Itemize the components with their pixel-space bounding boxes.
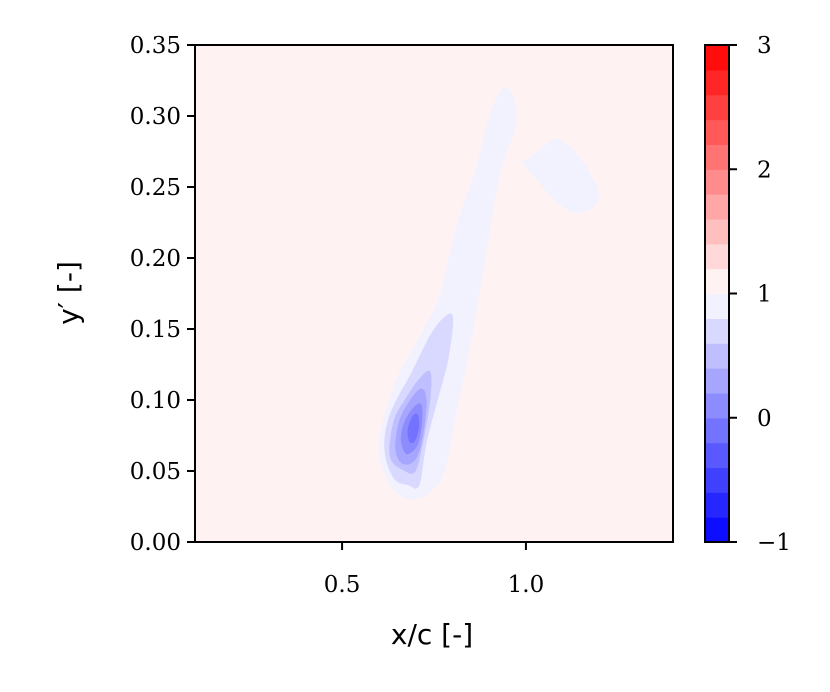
colorbar-segment <box>705 194 729 220</box>
contour-regions <box>378 87 600 500</box>
y-tick-label: 0.35 <box>130 33 181 59</box>
y-tick-label: 0.15 <box>130 317 181 343</box>
colorbar-segment <box>705 169 729 195</box>
y-tick-label: 0.00 <box>130 530 181 556</box>
x-tick-label: 0.5 <box>324 572 361 598</box>
x-tick-label: 1.0 <box>508 572 545 598</box>
colorbar-segment <box>705 517 729 543</box>
colorbar-segment <box>705 368 729 394</box>
colorbar-segment <box>705 218 729 245</box>
colorbar-segment <box>705 318 729 344</box>
y-tick-label: 0.05 <box>130 459 181 485</box>
colorbar-segment <box>705 392 729 419</box>
y-tick-label: 0.10 <box>130 388 181 414</box>
x-axis-label: x/c [-] <box>391 618 473 651</box>
colorbar-segment <box>705 144 729 170</box>
colorbar-segment <box>705 69 729 96</box>
colorbar-tick-label: −1 <box>757 530 791 556</box>
colorbar-segment <box>705 268 729 295</box>
colorbar-tick-label: 1 <box>757 282 772 308</box>
x-axis: 0.5 1.0 <box>324 542 544 598</box>
colorbar-segment <box>705 243 729 270</box>
plot-frame <box>194 44 674 543</box>
contour-region <box>518 138 600 213</box>
colorbar-segment <box>705 94 729 121</box>
colorbar-tick-label: 2 <box>757 157 772 183</box>
colorbar-segment <box>705 442 729 469</box>
plot-area <box>194 44 674 543</box>
colorbar-segment <box>705 417 729 444</box>
colorbar-segment <box>705 467 729 493</box>
colorbar-tick-label: 0 <box>757 406 772 432</box>
y-axis: 0.00 0.05 0.10 0.15 0.20 0.25 0.30 0.35 <box>130 33 195 556</box>
colorbar-segment <box>705 492 729 518</box>
colorbar-segment <box>705 45 729 71</box>
y-axis-label: y′ [-] <box>52 261 85 325</box>
colorbar: −1 0 1 2 3 <box>704 33 791 556</box>
y-tick-label: 0.25 <box>130 175 181 201</box>
colorbar-segment <box>705 293 729 319</box>
contour-region <box>407 413 420 444</box>
y-tick-label: 0.20 <box>130 246 181 272</box>
colorbar-segment <box>705 343 729 369</box>
y-tick-label: 0.30 <box>130 104 181 130</box>
colorbar-segment <box>705 119 729 145</box>
colorbar-tick-label: 3 <box>757 33 772 59</box>
